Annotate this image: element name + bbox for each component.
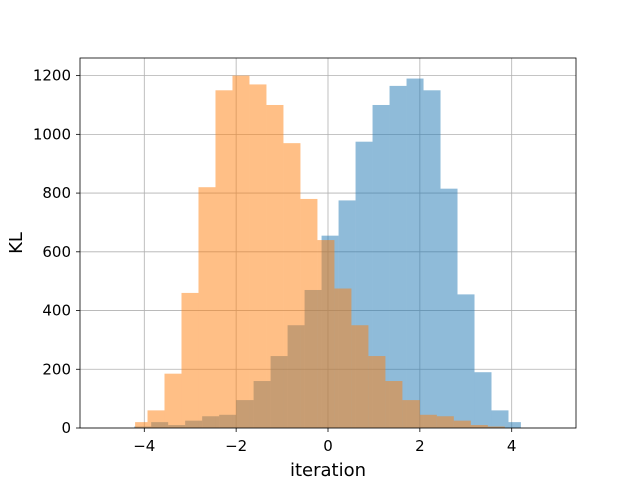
y-tick-label: 0 (61, 419, 71, 437)
histogram-bar-series-1 (389, 85, 407, 429)
histogram-bar-series-1 (406, 78, 424, 429)
histogram-bar-series-2 (317, 240, 335, 428)
histogram-bar-series-1 (372, 104, 390, 428)
histogram-bar-series-2 (249, 84, 267, 428)
histogram-bar-series-2 (135, 422, 148, 428)
x-tick-label: −4 (133, 437, 155, 455)
x-tick-label: 0 (323, 437, 333, 455)
y-tick-label: 800 (42, 184, 71, 202)
histogram-bar-series-2 (300, 198, 318, 428)
histogram-bar-series-2 (215, 90, 233, 429)
histogram-bar-series-1 (423, 90, 441, 429)
y-tick-label: 1200 (33, 67, 71, 85)
histogram-bar-series-1 (508, 422, 521, 428)
histogram-bar-series-2 (266, 104, 284, 428)
histogram-bar-series-2 (283, 143, 301, 428)
y-tick-label: 600 (42, 243, 71, 261)
histogram-bar-series-1 (457, 294, 475, 428)
x-tick-label: −2 (225, 437, 247, 455)
histogram-bar-series-2 (453, 420, 471, 428)
histogram-bar-series-2 (232, 75, 250, 428)
y-axis-label: KL (6, 232, 27, 254)
x-tick-label: 4 (507, 437, 517, 455)
histogram-bars (134, 75, 521, 429)
x-tick-label: 2 (415, 437, 425, 455)
histogram-bar-series-2 (164, 373, 182, 428)
histogram-bar-series-2 (147, 410, 165, 428)
histogram-bar-series-2 (470, 425, 488, 428)
histogram-bar-series-2 (198, 187, 216, 428)
histogram-bar-series-2 (385, 381, 403, 428)
histogram-bar-series-2 (351, 325, 369, 428)
histogram-bar-series-2 (402, 400, 420, 428)
histogram-bar-series-2 (368, 356, 386, 428)
histogram-bar-series-2 (436, 416, 454, 428)
x-axis-label: iteration (290, 460, 366, 480)
histogram-bar-series-2 (181, 292, 199, 428)
histogram-bar-series-1 (440, 188, 458, 428)
axis-ticks: −4 −2 0 2 4 0 200 400 600 800 1000 1200 (33, 67, 517, 455)
histogram-bar-series-2 (487, 426, 505, 428)
histogram-bar-series-2 (419, 414, 437, 428)
y-tick-label: 400 (42, 302, 71, 320)
histogram-bar-series-1 (491, 410, 509, 428)
y-tick-label: 1000 (33, 125, 71, 143)
y-tick-label: 200 (42, 360, 71, 378)
histogram-bar-series-1 (474, 372, 492, 428)
histogram-bar-series-2 (334, 288, 352, 428)
